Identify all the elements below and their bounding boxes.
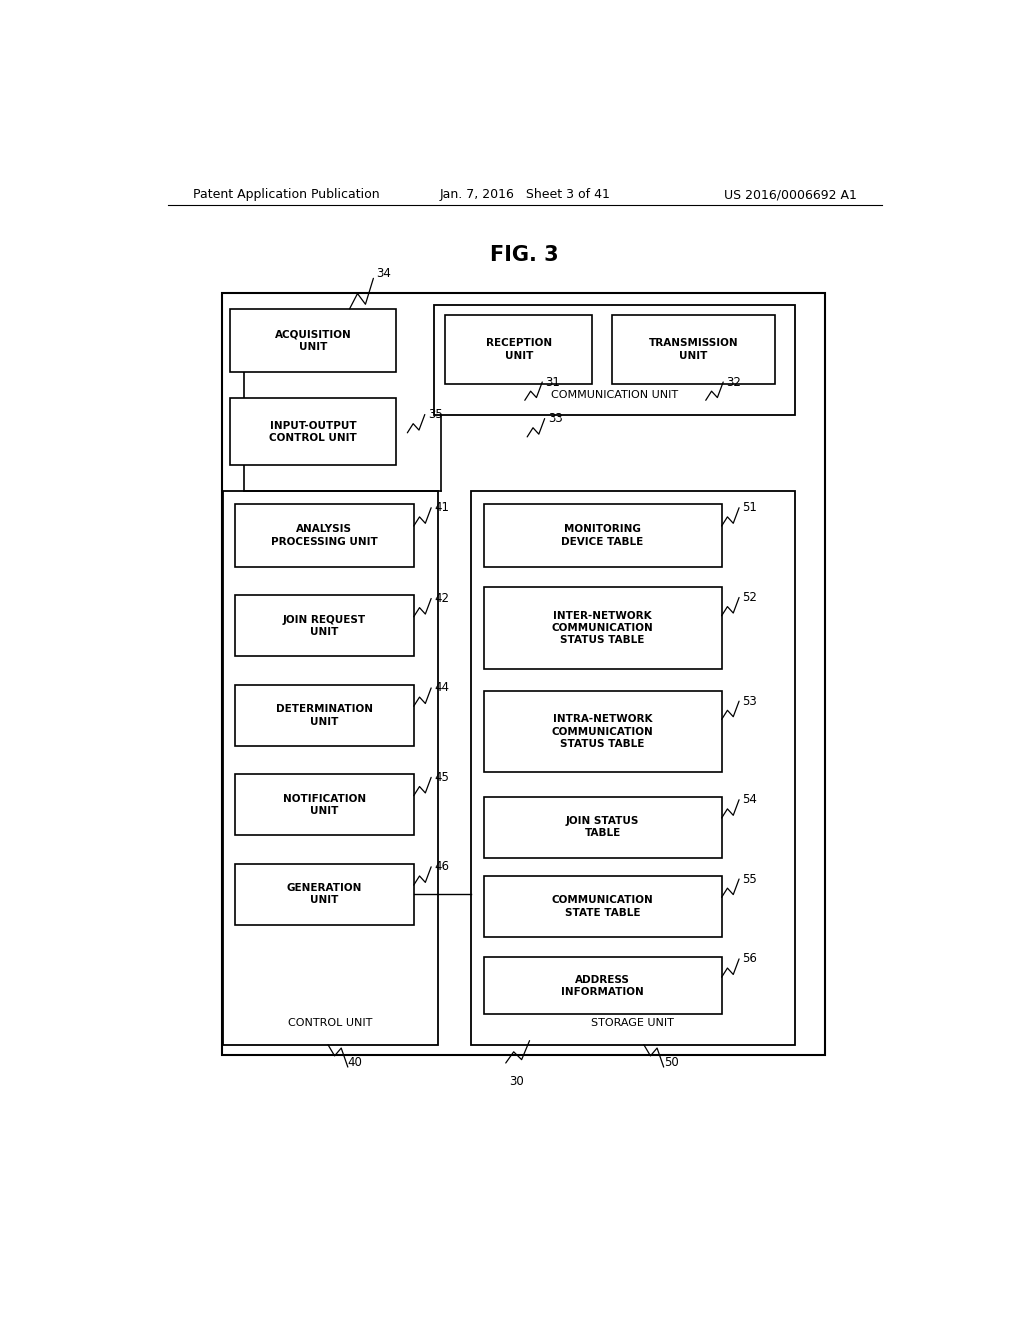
FancyBboxPatch shape — [483, 876, 722, 937]
FancyBboxPatch shape — [471, 491, 795, 1044]
Text: INTER-NETWORK
COMMUNICATION
STATUS TABLE: INTER-NETWORK COMMUNICATION STATUS TABLE — [552, 611, 653, 645]
Text: 45: 45 — [434, 771, 450, 784]
FancyBboxPatch shape — [445, 315, 592, 384]
FancyBboxPatch shape — [483, 957, 722, 1014]
Text: 42: 42 — [434, 591, 450, 605]
Text: NOTIFICATION
UNIT: NOTIFICATION UNIT — [283, 793, 366, 816]
Text: 32: 32 — [726, 375, 741, 388]
Text: Jan. 7, 2016   Sheet 3 of 41: Jan. 7, 2016 Sheet 3 of 41 — [439, 189, 610, 202]
Text: FIG. 3: FIG. 3 — [490, 246, 559, 265]
Text: DETERMINATION
UNIT: DETERMINATION UNIT — [275, 704, 373, 726]
Text: RECEPTION
UNIT: RECEPTION UNIT — [485, 338, 552, 360]
Text: 50: 50 — [664, 1056, 679, 1069]
Text: STORAGE UNIT: STORAGE UNIT — [591, 1019, 674, 1028]
Text: ACQUISITION
UNIT: ACQUISITION UNIT — [274, 329, 351, 351]
FancyBboxPatch shape — [221, 293, 824, 1055]
Text: 52: 52 — [742, 591, 757, 605]
FancyBboxPatch shape — [236, 863, 414, 925]
Text: GENERATION
UNIT: GENERATION UNIT — [287, 883, 362, 906]
Text: JOIN REQUEST
UNIT: JOIN REQUEST UNIT — [283, 615, 366, 638]
FancyBboxPatch shape — [612, 315, 775, 384]
Text: INTRA-NETWORK
COMMUNICATION
STATUS TABLE: INTRA-NETWORK COMMUNICATION STATUS TABLE — [552, 714, 653, 748]
Text: 34: 34 — [377, 267, 391, 280]
Text: 30: 30 — [509, 1076, 523, 1088]
FancyBboxPatch shape — [236, 775, 414, 836]
Text: 40: 40 — [348, 1056, 362, 1069]
Text: COMMUNICATION UNIT: COMMUNICATION UNIT — [551, 391, 678, 400]
Text: ANALYSIS
PROCESSING UNIT: ANALYSIS PROCESSING UNIT — [271, 524, 378, 546]
Text: INPUT-OUTPUT
CONTROL UNIT: INPUT-OUTPUT CONTROL UNIT — [269, 421, 356, 444]
Text: 31: 31 — [546, 375, 560, 388]
Text: 56: 56 — [742, 953, 757, 965]
FancyBboxPatch shape — [236, 595, 414, 656]
FancyBboxPatch shape — [236, 504, 414, 568]
FancyBboxPatch shape — [223, 491, 437, 1044]
FancyBboxPatch shape — [483, 797, 722, 858]
Text: 41: 41 — [434, 502, 450, 515]
Text: MONITORING
DEVICE TABLE: MONITORING DEVICE TABLE — [561, 524, 644, 546]
FancyBboxPatch shape — [229, 399, 396, 466]
FancyBboxPatch shape — [483, 587, 722, 669]
Text: 53: 53 — [742, 694, 757, 708]
Text: 51: 51 — [742, 502, 757, 515]
Text: CONTROL UNIT: CONTROL UNIT — [288, 1019, 373, 1028]
FancyBboxPatch shape — [483, 690, 722, 772]
FancyBboxPatch shape — [229, 309, 396, 372]
Text: 46: 46 — [434, 861, 450, 874]
Text: TRANSMISSION
UNIT: TRANSMISSION UNIT — [648, 338, 738, 360]
Text: 33: 33 — [548, 412, 562, 425]
Text: 44: 44 — [434, 681, 450, 694]
Text: ADDRESS
INFORMATION: ADDRESS INFORMATION — [561, 974, 644, 997]
Text: 55: 55 — [742, 873, 757, 886]
Text: 54: 54 — [742, 793, 757, 807]
FancyBboxPatch shape — [483, 504, 722, 568]
Text: 35: 35 — [428, 408, 442, 421]
Text: JOIN STATUS
TABLE: JOIN STATUS TABLE — [566, 816, 639, 838]
Text: COMMUNICATION
STATE TABLE: COMMUNICATION STATE TABLE — [552, 895, 653, 917]
Text: Patent Application Publication: Patent Application Publication — [194, 189, 380, 202]
FancyBboxPatch shape — [236, 685, 414, 746]
FancyBboxPatch shape — [433, 305, 795, 414]
Text: US 2016/0006692 A1: US 2016/0006692 A1 — [724, 189, 856, 202]
